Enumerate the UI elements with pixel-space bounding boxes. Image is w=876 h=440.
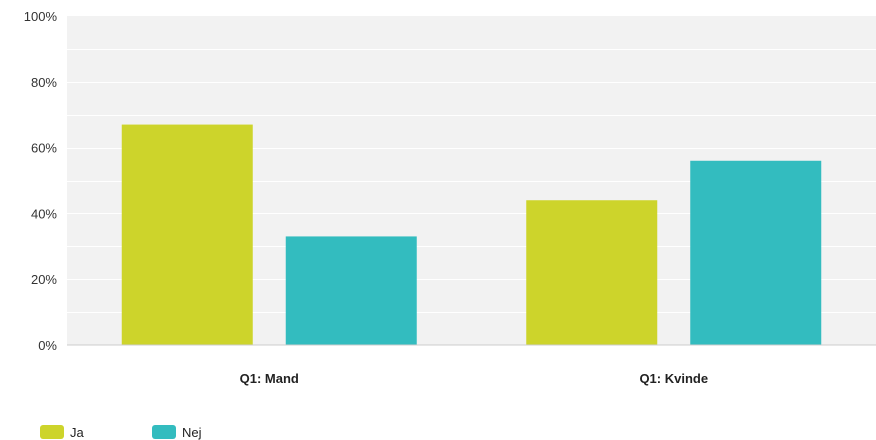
legend-label-ja: Ja	[70, 425, 85, 440]
x-category-label: Q1: Kvinde	[639, 371, 708, 386]
y-tick-label: 100%	[24, 9, 58, 24]
legend-label-nej: Nej	[182, 425, 202, 440]
bar-nej-1	[285, 236, 417, 345]
bar-nej-2	[690, 160, 822, 345]
bar-ja-1	[121, 124, 253, 345]
y-tick-label: 0%	[38, 338, 57, 353]
y-tick-label: 80%	[31, 75, 57, 90]
legend-swatch-nej	[152, 425, 176, 439]
y-axis-ticks: 0% 20% 40% 60% 80% 100%	[24, 9, 58, 353]
x-axis-categories: Q1: Mand Q1: Kvinde	[240, 371, 708, 386]
x-category-label: Q1: Mand	[240, 371, 299, 386]
legend-swatch-ja	[40, 425, 64, 439]
legend: Ja Nej	[40, 425, 202, 440]
bars	[121, 124, 822, 345]
y-tick-label: 60%	[31, 141, 57, 156]
bar-ja-2	[526, 200, 658, 345]
y-tick-label: 40%	[31, 206, 57, 221]
y-tick-label: 20%	[31, 272, 57, 287]
